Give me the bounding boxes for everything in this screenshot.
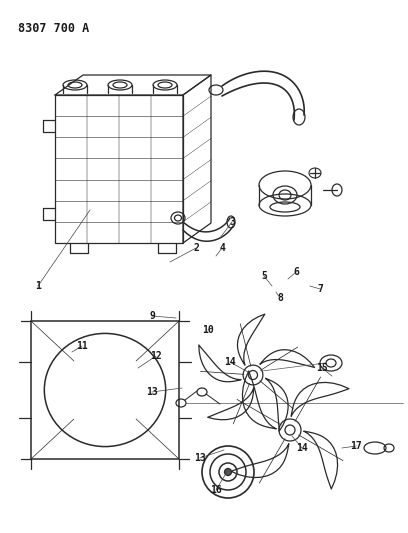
Text: 11: 11 (76, 341, 88, 351)
Text: 13: 13 (146, 387, 158, 397)
Ellipse shape (224, 469, 231, 475)
Text: 16: 16 (210, 485, 222, 495)
Text: 5: 5 (261, 271, 267, 281)
Text: 13: 13 (194, 453, 206, 463)
Bar (55, 95, 183, 243)
Text: 15: 15 (316, 363, 328, 373)
Text: 8: 8 (277, 293, 283, 303)
Text: 10: 10 (202, 325, 214, 335)
Text: 17: 17 (350, 441, 362, 451)
Text: 4: 4 (219, 243, 225, 253)
Text: 12: 12 (150, 351, 162, 361)
Text: 9: 9 (149, 311, 155, 321)
Text: 1: 1 (35, 281, 41, 291)
Text: 3: 3 (229, 217, 235, 227)
Text: 14: 14 (296, 443, 308, 453)
Text: 8307 700 A: 8307 700 A (18, 22, 89, 35)
Bar (31, 321, 179, 459)
Text: 14: 14 (224, 357, 236, 367)
Text: 7: 7 (317, 284, 323, 294)
Text: 6: 6 (293, 267, 299, 277)
Text: 2: 2 (193, 243, 199, 253)
